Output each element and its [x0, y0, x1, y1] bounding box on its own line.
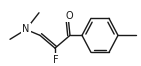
Text: F: F — [53, 55, 59, 65]
Text: N: N — [22, 24, 30, 34]
Text: O: O — [65, 11, 73, 21]
